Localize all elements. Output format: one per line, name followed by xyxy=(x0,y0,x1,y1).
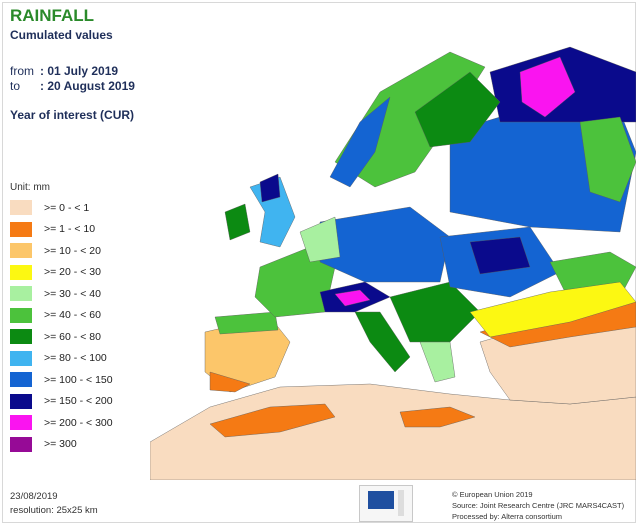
period-from-key: from xyxy=(10,64,34,78)
legend-swatch xyxy=(10,329,32,345)
legend-swatch xyxy=(10,350,32,366)
eu-logo-bar xyxy=(398,490,404,516)
legend-swatch xyxy=(10,372,32,388)
footer-processed: Processed by: Alterra consortium xyxy=(452,512,563,521)
italy-region xyxy=(354,311,411,373)
iberia-south-region xyxy=(209,371,251,393)
legend-row: >= 10 - < 20 xyxy=(10,240,113,262)
rainfall-map xyxy=(150,46,636,480)
legend-row: >= 0 - < 1 xyxy=(10,197,113,219)
legend-swatch xyxy=(10,393,32,409)
legend-row: >= 80 - < 100 xyxy=(10,348,113,370)
period-to-value: : 20 August 2019 xyxy=(40,79,135,93)
central-europe-region xyxy=(319,206,451,283)
footer-source: Source: Joint Research Centre (JRC MARS4… xyxy=(452,501,625,510)
legend-label: >= 80 - < 100 xyxy=(44,352,107,365)
norway-west-region xyxy=(329,96,391,188)
legend-swatch xyxy=(10,243,32,259)
footer-copyright: © European Union 2019 xyxy=(452,490,533,499)
footer-date: 23/08/2019 xyxy=(10,491,58,502)
legend-swatch xyxy=(10,264,32,280)
legend-label: >= 30 - < 40 xyxy=(44,287,101,300)
legend-row: >= 40 - < 60 xyxy=(10,305,113,327)
legend-row: >= 300 xyxy=(10,434,113,456)
figure-frame xyxy=(2,2,636,523)
anatolia-region xyxy=(469,281,636,338)
legend-row: >= 30 - < 40 xyxy=(10,283,113,305)
russia-east-region xyxy=(579,116,636,203)
legend-unit: Unit: mm xyxy=(10,182,50,193)
legend-swatch xyxy=(10,200,32,216)
alps-core-region xyxy=(334,289,371,307)
eu-logo xyxy=(359,485,413,522)
eu-flag-icon xyxy=(368,491,394,509)
legend-swatch xyxy=(10,307,32,323)
legend-row: >= 1 - < 10 xyxy=(10,219,113,241)
legend: >= 0 - < 1 >= 1 - < 10 >= 10 - < 20 >= 20 -… xyxy=(10,197,113,455)
legend-label: >= 20 - < 30 xyxy=(44,266,101,279)
period-from-value: : 01 July 2019 xyxy=(40,64,119,78)
legend-swatch xyxy=(10,436,32,452)
legend-swatch xyxy=(10,286,32,302)
legend-label: >= 1 - < 10 xyxy=(44,223,96,236)
legend-swatch xyxy=(10,221,32,237)
footer-resolution: resolution: 25x25 km xyxy=(10,505,98,516)
legend-label: >= 150 - < 200 xyxy=(44,395,113,408)
year-of-interest: Year of interest (CUR) xyxy=(10,108,135,122)
legend-row: >= 60 - < 80 xyxy=(10,326,113,348)
legend-row: >= 20 - < 30 xyxy=(10,262,113,284)
legend-row: >= 100 - < 150 xyxy=(10,369,113,391)
ukraine-core-region xyxy=(469,236,531,275)
legend-label: >= 300 xyxy=(44,438,77,451)
legend-row: >= 150 - < 200 xyxy=(10,391,113,413)
maghreb-band-region xyxy=(209,403,336,438)
legend-row: >= 200 - < 300 xyxy=(10,412,113,434)
period-to-key: to xyxy=(10,79,21,93)
legend-label: >= 200 - < 300 xyxy=(44,416,113,429)
legend-label: >= 10 - < 20 xyxy=(44,244,101,257)
germany-west-region xyxy=(299,216,341,263)
legend-label: >= 0 - < 1 xyxy=(44,201,90,214)
libya-band-region xyxy=(399,406,476,428)
period-to: to : 20 August 2019 xyxy=(10,79,135,93)
map-subtitle: Cumulated values xyxy=(10,28,113,42)
legend-label: >= 40 - < 60 xyxy=(44,309,101,322)
balkans-region xyxy=(389,281,481,343)
iberia-north-region xyxy=(214,311,279,335)
scotland-region xyxy=(259,173,281,203)
legend-swatch xyxy=(10,415,32,431)
greece-region xyxy=(419,341,456,383)
legend-label: >= 60 - < 80 xyxy=(44,330,101,343)
russia-max-region xyxy=(519,56,576,118)
map-title: RAINFALL xyxy=(10,6,95,25)
period-from: from : 01 July 2019 xyxy=(10,64,118,78)
finland-region xyxy=(414,71,501,148)
legend-label: >= 100 - < 150 xyxy=(44,373,113,386)
ireland-region xyxy=(224,203,251,241)
